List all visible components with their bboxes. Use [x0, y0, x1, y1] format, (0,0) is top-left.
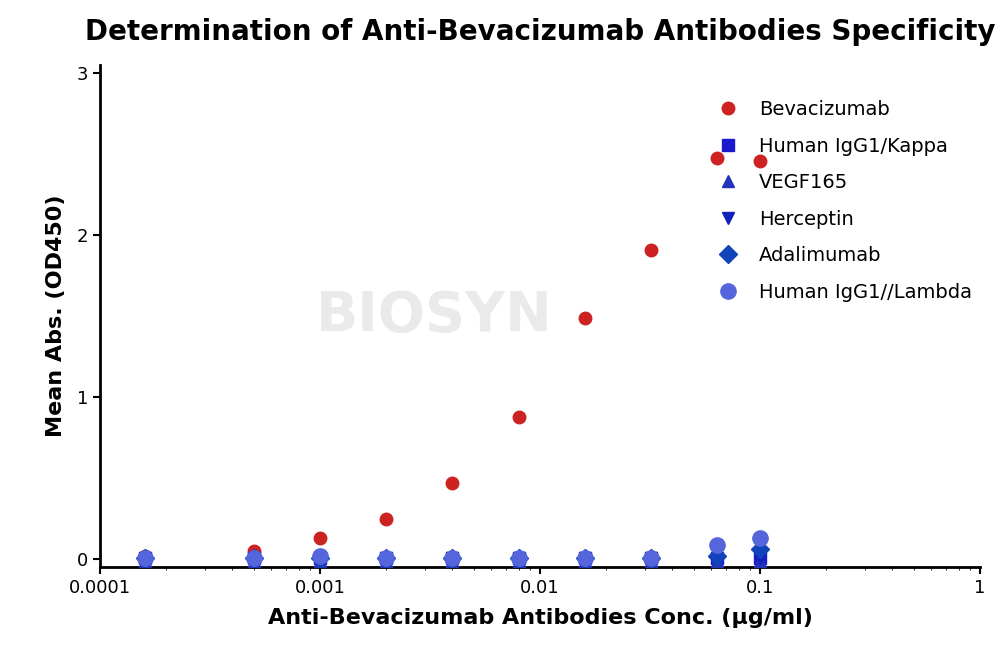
Human IgG1/Kappa — [139, 554, 151, 562]
Human IgG1/Kappa — [513, 554, 525, 562]
Adalimumab — [645, 554, 657, 562]
Herceptin — [754, 554, 766, 562]
Herceptin — [579, 554, 591, 562]
Bevacizumab — [380, 514, 392, 522]
Human IgG1/Kappa — [446, 554, 458, 562]
Human IgG1//Lambda — [711, 541, 723, 548]
Human IgG1/Kappa — [579, 554, 591, 562]
Bevacizumab — [579, 314, 591, 321]
Line: Human IgG1//Lambda: Human IgG1//Lambda — [137, 531, 768, 566]
Adalimumab — [380, 554, 392, 562]
Title: Determination of Anti-Bevacizumab Antibodies Specificity: Determination of Anti-Bevacizumab Antibo… — [85, 18, 995, 46]
Bevacizumab — [513, 413, 525, 421]
VEGF165 — [446, 557, 458, 565]
Human IgG1//Lambda — [754, 534, 766, 542]
VEGF165 — [513, 557, 525, 565]
Herceptin — [513, 554, 525, 562]
Line: Bevacizumab: Bevacizumab — [139, 151, 766, 562]
Human IgG1/Kappa — [380, 554, 392, 562]
VEGF165 — [314, 557, 326, 565]
VEGF165 — [711, 557, 723, 565]
Human IgG1//Lambda — [248, 554, 260, 562]
Bevacizumab — [248, 547, 260, 555]
VEGF165 — [754, 557, 766, 565]
VEGF165 — [380, 557, 392, 565]
Human IgG1//Lambda — [314, 552, 326, 560]
VEGF165 — [248, 557, 260, 565]
Adalimumab — [139, 554, 151, 562]
Herceptin — [248, 554, 260, 562]
VEGF165 — [139, 557, 151, 565]
Adalimumab — [513, 554, 525, 562]
Human IgG1//Lambda — [380, 554, 392, 562]
Human IgG1//Lambda — [513, 554, 525, 562]
Human IgG1/Kappa — [754, 554, 766, 562]
Bevacizumab — [139, 552, 151, 560]
Adalimumab — [248, 554, 260, 562]
Bevacizumab — [711, 154, 723, 162]
Bevacizumab — [754, 157, 766, 165]
Adalimumab — [754, 546, 766, 554]
Herceptin — [139, 554, 151, 562]
Herceptin — [645, 554, 657, 562]
Human IgG1//Lambda — [446, 554, 458, 562]
Herceptin — [380, 554, 392, 562]
Text: BIOSYN: BIOSYN — [316, 289, 553, 343]
VEGF165 — [645, 557, 657, 565]
Line: VEGF165: VEGF165 — [139, 554, 766, 567]
Line: Adalimumab: Adalimumab — [139, 543, 766, 565]
X-axis label: Anti-Bevacizumab Antibodies Conc. (μg/ml): Anti-Bevacizumab Antibodies Conc. (μg/ml… — [268, 608, 812, 628]
VEGF165 — [579, 557, 591, 565]
Adalimumab — [711, 552, 723, 560]
Herceptin — [446, 554, 458, 562]
Line: Herceptin: Herceptin — [139, 552, 766, 565]
Y-axis label: Mean Abs. (OD450): Mean Abs. (OD450) — [46, 195, 66, 437]
Human IgG1//Lambda — [579, 554, 591, 562]
Human IgG1/Kappa — [314, 554, 326, 562]
Adalimumab — [446, 554, 458, 562]
Human IgG1//Lambda — [645, 554, 657, 562]
Legend: Bevacizumab, Human IgG1/Kappa, VEGF165, Herceptin, Adalimumab, Human IgG1//Lambd: Bevacizumab, Human IgG1/Kappa, VEGF165, … — [708, 100, 972, 301]
Bevacizumab — [446, 479, 458, 487]
Human IgG1/Kappa — [645, 554, 657, 562]
Human IgG1//Lambda — [139, 554, 151, 562]
Adalimumab — [579, 554, 591, 562]
Human IgG1/Kappa — [711, 554, 723, 562]
Line: Human IgG1/Kappa: Human IgG1/Kappa — [139, 552, 766, 565]
Bevacizumab — [314, 534, 326, 542]
Human IgG1/Kappa — [248, 554, 260, 562]
Adalimumab — [314, 554, 326, 562]
Herceptin — [314, 554, 326, 562]
Bevacizumab — [645, 246, 657, 254]
Herceptin — [711, 554, 723, 562]
